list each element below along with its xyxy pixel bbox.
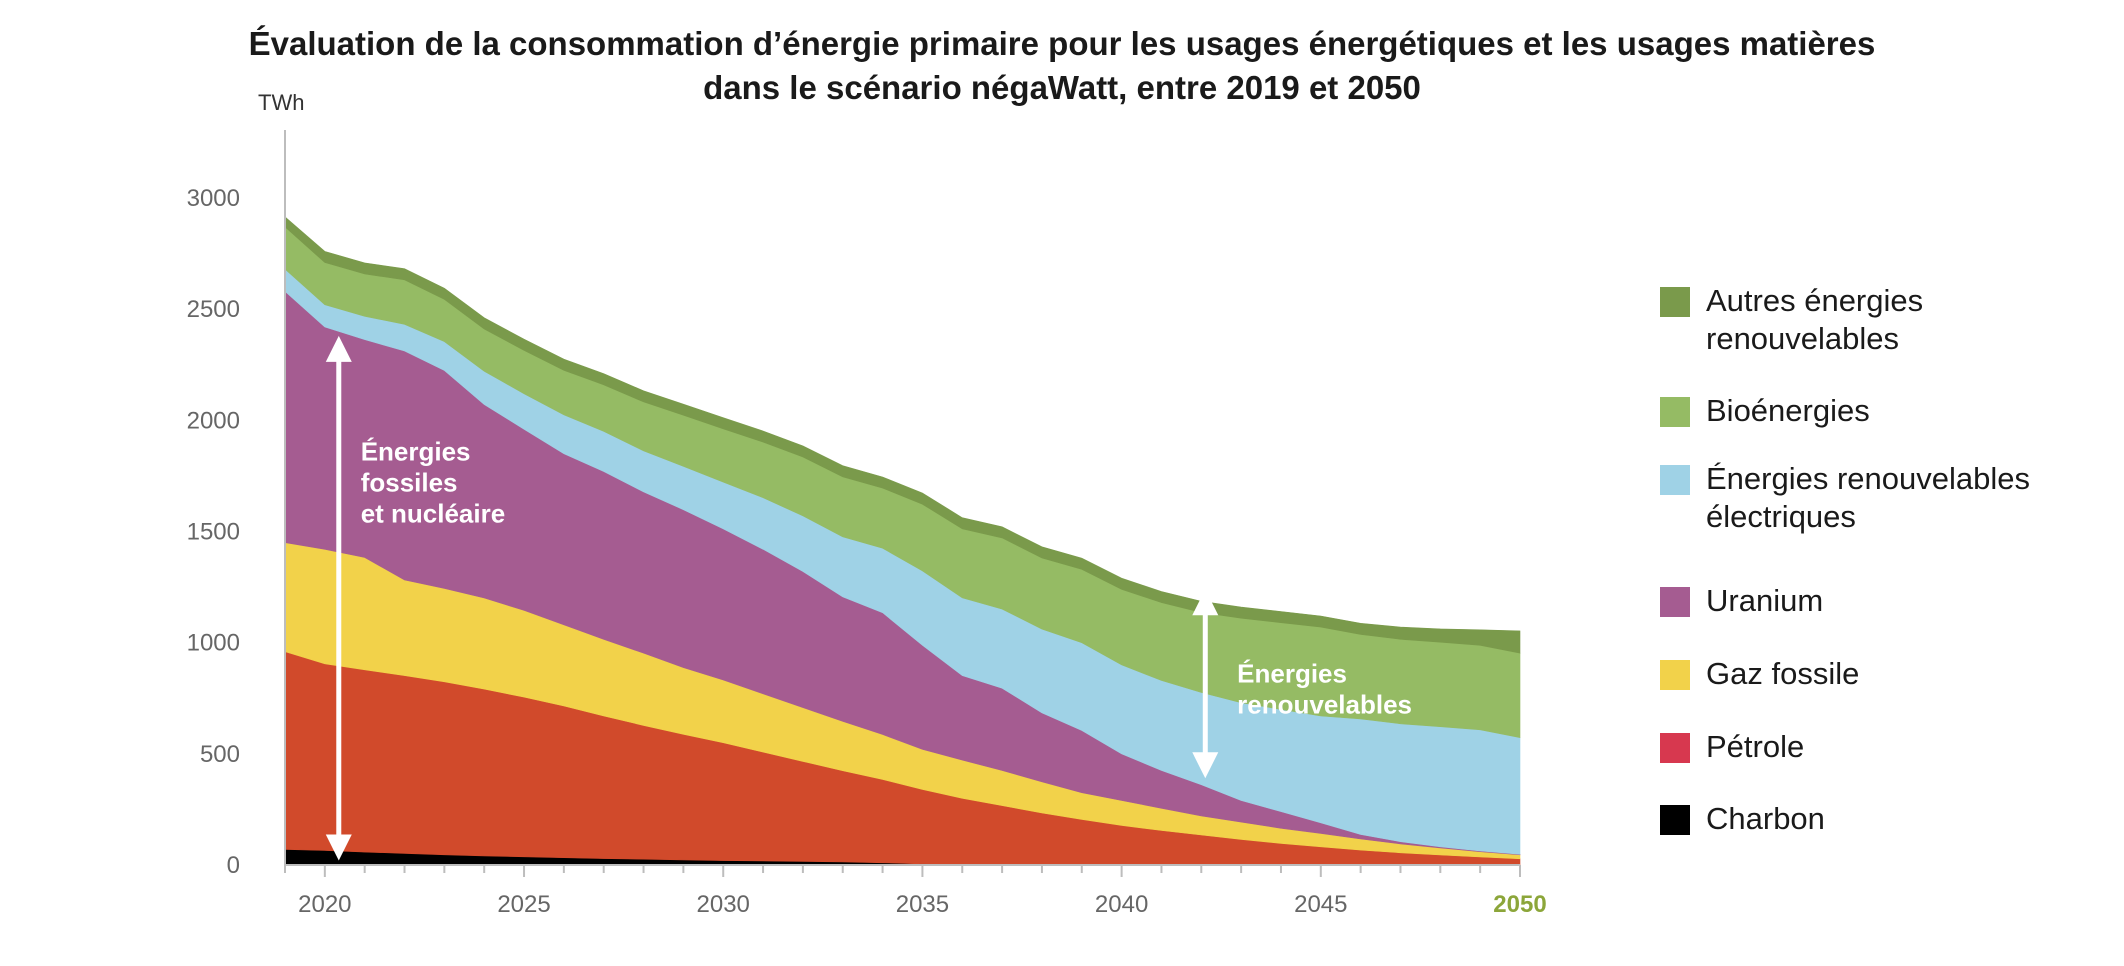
y-tick-label: 1000 xyxy=(187,630,240,657)
y-tick-label: 0 xyxy=(227,852,240,879)
y-axis-unit: TWh xyxy=(258,90,304,115)
legend-label: Charbon xyxy=(1706,801,1825,836)
legend-item-charbon: Charbon xyxy=(1660,800,1825,838)
annotation-renouvelables-line: Énergies xyxy=(1237,659,1347,689)
y-tick-label: 500 xyxy=(200,741,240,768)
chart-axes: 0 500 1000 1500 2000 2500 3000 2020 2025 2030 2035… xyxy=(187,90,1547,918)
x-tick-label: 2020 xyxy=(298,891,351,918)
legend-label: renouvelables xyxy=(1706,321,1900,356)
legend-swatch xyxy=(1660,733,1690,763)
y-tick-label: 3000 xyxy=(187,185,240,212)
arrow-head-up-renouvelables xyxy=(1192,589,1219,616)
legend-label: Énergies renouvelables xyxy=(1706,461,2030,496)
legend-swatch xyxy=(1660,287,1690,317)
x-tick-label: 2035 xyxy=(896,891,949,918)
legend-label: Bioénergies xyxy=(1706,393,1870,428)
x-tick-label: 2040 xyxy=(1095,891,1148,918)
x-tick-label: 2050 xyxy=(1493,891,1546,918)
legend-item-autres-energies-renouvelables: Autres énergies renouvelables xyxy=(1660,282,1923,358)
legend-label: Autres énergies xyxy=(1706,283,1924,318)
legend-label: Gaz fossile xyxy=(1706,656,1860,691)
y-tick-label: 1500 xyxy=(187,519,240,546)
legend-swatch xyxy=(1660,660,1690,690)
legend-item-energies-renouvelables-electriques: Énergies renouvelables électriques xyxy=(1660,460,2030,536)
x-tick-label: 2045 xyxy=(1294,891,1347,918)
legend-swatch xyxy=(1660,465,1690,495)
y-tick-label: 2000 xyxy=(187,407,240,434)
arrow-head-down-fossiles-nucleaire xyxy=(325,834,352,861)
chart-title-line-1: Évaluation de la consommation d’énergie … xyxy=(248,25,1876,62)
area-chart: 0 500 1000 1500 2000 2500 3000 2020 2025 2030 2035… xyxy=(187,90,1547,918)
legend-swatch xyxy=(1660,805,1690,835)
area-autres-energies-renouvelables xyxy=(284,216,1521,654)
legend-item-gaz-fossile: Gaz fossile xyxy=(1660,655,1859,693)
legend-label: électriques xyxy=(1706,499,1856,534)
x-tick-label: 2025 xyxy=(497,891,550,918)
legend-label: Pétrole xyxy=(1706,729,1805,764)
chart-title: Évaluation de la consommation d’énergie … xyxy=(0,22,2124,110)
arrow-head-down-renouvelables xyxy=(1192,752,1219,779)
y-tick-label: 2500 xyxy=(187,296,240,323)
arrow-head-up-fossiles-nucleaire xyxy=(325,335,352,362)
chart-title-line-2: dans le scénario négaWatt, entre 2019 et… xyxy=(703,69,1421,106)
annotation-fossiles-nucleaire-line: Énergies xyxy=(361,436,471,466)
annotation-renouvelables-line: renouvelables xyxy=(1237,690,1412,720)
legend-item-uranium: Uranium xyxy=(1660,582,1823,620)
legend-label: Uranium xyxy=(1706,583,1824,618)
legend-swatch xyxy=(1660,587,1690,617)
x-tick-label: 2030 xyxy=(697,891,750,918)
legend-swatch xyxy=(1660,397,1690,427)
annotation-fossiles-nucleaire-line: et nucléaire xyxy=(361,498,506,528)
series-areas xyxy=(284,216,1521,866)
legend-item-bioenergies: Bioénergies xyxy=(1660,392,1870,430)
annotation-fossiles-nucleaire-line: fossiles xyxy=(361,467,458,497)
legend-item-petrole: Pétrole xyxy=(1660,728,1804,766)
